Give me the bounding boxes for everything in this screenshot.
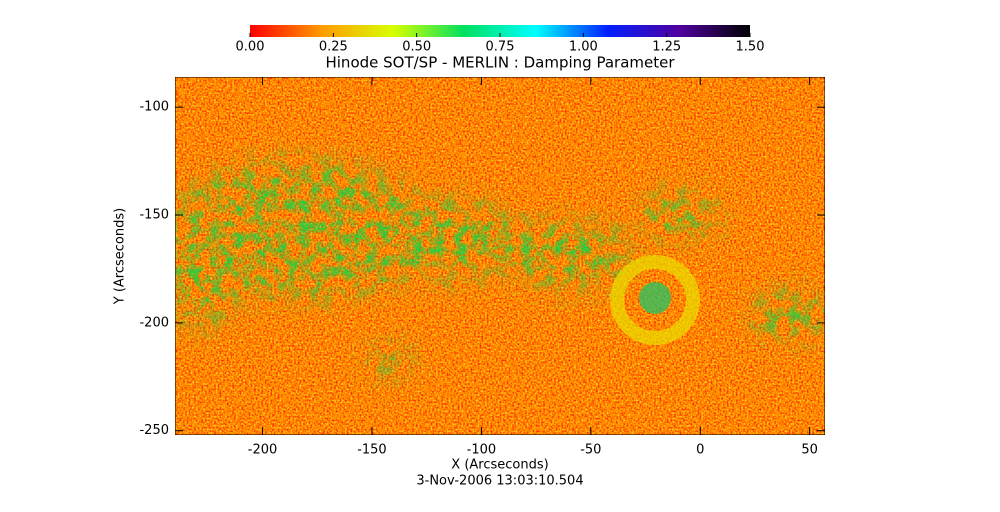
- colorbar-tick-label: 0.50: [402, 40, 431, 55]
- x-tick-label: 50: [801, 443, 818, 458]
- x-tick-label: -50: [580, 443, 601, 458]
- x-tick-label: 0: [696, 443, 704, 458]
- chart-title: Hinode SOT/SP - MERLIN : Damping Paramet…: [325, 54, 675, 72]
- x-axis-label: X (Arcseconds): [451, 458, 548, 473]
- y-axis-label: Y (Arcseconds): [113, 208, 128, 305]
- x-tick-label: -100: [467, 443, 497, 458]
- image: [175, 77, 825, 435]
- active-region: [175, 160, 825, 375]
- colorbar-tick-label: 0.00: [236, 40, 265, 55]
- y-tick-label: -250: [139, 423, 169, 438]
- sunspot-ring: [610, 255, 700, 345]
- date-label: 3-Nov-2006 13:03:10.504: [416, 474, 583, 489]
- colorbar: [250, 25, 750, 37]
- colorbar-tick-label: 0.25: [319, 40, 348, 55]
- x-tick-label: -200: [248, 443, 278, 458]
- colorbar-tick-label: 1.25: [652, 40, 681, 55]
- colorbar-tick-label: 1.50: [736, 40, 765, 55]
- y-tick-label: -200: [139, 315, 169, 330]
- colorbar-tick-label: 1.00: [569, 40, 598, 55]
- x-tick-label: -150: [357, 443, 387, 458]
- colorbar-tick-label: 0.75: [486, 40, 515, 55]
- y-tick-label: -150: [139, 208, 169, 223]
- y-tick-label: -100: [139, 100, 169, 115]
- sunspot-core: [639, 282, 671, 314]
